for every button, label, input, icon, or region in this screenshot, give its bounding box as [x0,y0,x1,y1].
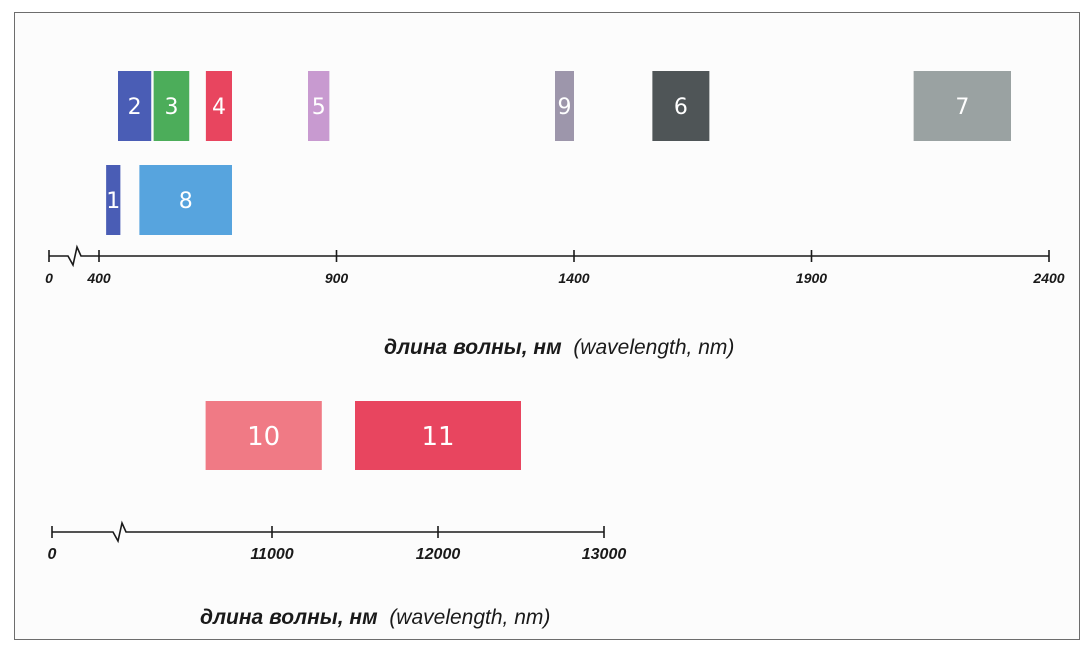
band-8 [139,165,232,235]
tick-label: 2400 [1032,270,1064,286]
chart-bottom: 0 11000 12000 13000 10 11 [48,401,627,563]
band-10 [205,401,322,470]
band-7 [913,71,1011,141]
band-2 [118,71,152,141]
xlabel-top-en: (wavelength, nm) [573,336,735,359]
band-label: 5 [312,95,326,120]
xlabel-top-ru: длина волны, нм [384,336,562,359]
tick-label: 1400 [558,270,589,286]
chart-top: 0 400 900 1400 1900 2400 2 3 4 5 9 6 7 1 8 [45,71,1065,286]
band-4 [205,71,232,141]
xlabel-bottom-en: (wavelength, nm) [389,606,551,629]
band-3 [153,71,190,141]
band-label: 8 [179,189,193,214]
xlabel-bottom-ru: длина волны, нм [200,606,378,629]
tick-label: 1900 [796,270,827,286]
band-label: 9 [558,95,572,120]
band-label: 1 [106,189,120,214]
band-11 [355,401,521,470]
band-label: 6 [674,95,688,120]
figure-frame [14,12,1080,640]
axis-line [49,244,1049,268]
band-label: 4 [212,95,226,120]
band-label: 11 [421,422,454,452]
tick-label: 0 [45,270,53,286]
tick-label: 13000 [582,546,627,563]
band-9 [555,71,574,141]
tick-label: 0 [48,546,57,563]
xlabel-top: длина волны, нм (wavelength, nm) [384,336,734,360]
band-1 [106,165,121,235]
tick-label: 900 [325,270,349,286]
xlabel-bottom: длина волны, нм (wavelength, nm) [200,606,550,630]
tick-label: 11000 [250,546,293,563]
tick-label: 400 [86,270,111,286]
band-label: 7 [955,95,969,120]
tick-label: 12000 [416,546,461,563]
axis-line [52,520,604,544]
band-label: 10 [247,422,280,452]
band-label: 3 [164,95,178,120]
band-label: 2 [128,95,142,120]
band-6 [652,71,710,141]
band-5 [308,71,330,141]
